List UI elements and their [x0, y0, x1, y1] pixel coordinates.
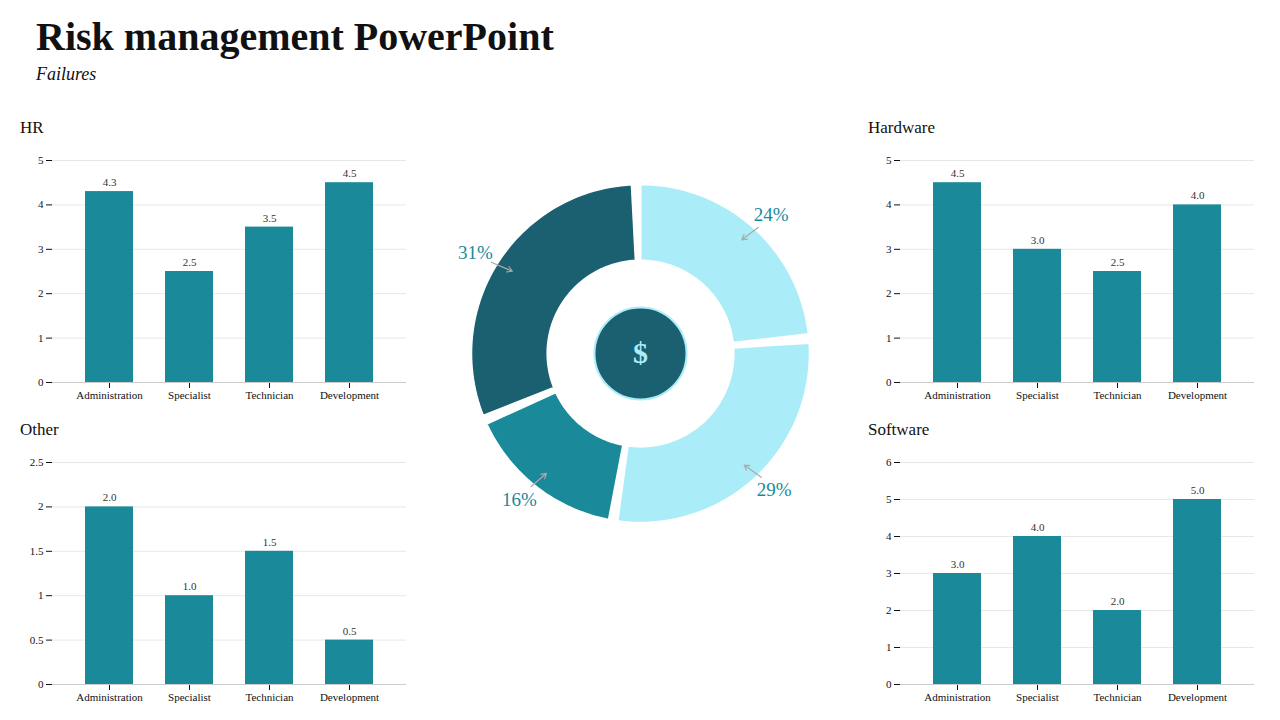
- svg-text:2.0: 2.0: [1111, 595, 1125, 607]
- svg-text:2.5: 2.5: [183, 256, 197, 268]
- svg-text:5: 5: [38, 154, 44, 166]
- svg-text:3: 3: [886, 243, 892, 255]
- svg-text:0.5: 0.5: [343, 625, 357, 637]
- svg-text:24%: 24%: [754, 204, 789, 225]
- svg-text:Technician: Technician: [1093, 691, 1142, 703]
- svg-text:4.0: 4.0: [1031, 521, 1045, 533]
- svg-text:1.5: 1.5: [30, 545, 44, 557]
- svg-text:Administration: Administration: [924, 691, 991, 703]
- svg-text:Technician: Technician: [245, 389, 294, 401]
- html-text:Failures: Failures: [36, 64, 97, 84]
- svg-text:Specialist: Specialist: [1016, 691, 1059, 703]
- svg-text:0: 0: [38, 678, 44, 690]
- svg-text:0: 0: [38, 376, 44, 388]
- svg-text:3.5: 3.5: [263, 212, 277, 224]
- svg-text:Administration: Administration: [924, 389, 991, 401]
- svg-text:2: 2: [38, 500, 44, 512]
- html-text:HR: HR: [20, 118, 44, 137]
- svg-text:Development: Development: [1168, 389, 1227, 401]
- svg-text:Administration: Administration: [76, 389, 143, 401]
- svg-text:4: 4: [38, 198, 44, 210]
- svg-text:3: 3: [886, 567, 892, 579]
- svg-text:Technician: Technician: [1093, 389, 1142, 401]
- svg-text:4.0: 4.0: [1191, 189, 1205, 201]
- svg-text:2: 2: [886, 604, 892, 616]
- svg-text:1.5: 1.5: [263, 536, 277, 548]
- svg-text:0.5: 0.5: [30, 634, 44, 646]
- svg-text:5.0: 5.0: [1191, 484, 1205, 496]
- svg-text:Development: Development: [1168, 691, 1227, 703]
- svg-text:3.0: 3.0: [951, 558, 965, 570]
- svg-text:1.0: 1.0: [183, 580, 197, 592]
- svg-text:4.5: 4.5: [951, 167, 965, 179]
- svg-text:4.5: 4.5: [343, 167, 357, 179]
- svg-text:1: 1: [38, 332, 44, 344]
- html-text:Risk management PowerPoint: Risk management PowerPoint: [36, 14, 554, 59]
- svg-text:6: 6: [886, 456, 892, 468]
- svg-text:31%: 31%: [458, 242, 493, 263]
- svg-text:Specialist: Specialist: [1016, 389, 1059, 401]
- svg-text:0: 0: [886, 376, 892, 388]
- svg-text:2: 2: [886, 287, 892, 299]
- svg-text:16%: 16%: [502, 489, 537, 510]
- svg-text:4: 4: [886, 530, 892, 542]
- html-text:Other: Other: [20, 420, 59, 439]
- html-text:Software: Software: [868, 420, 930, 439]
- svg-text:2.5: 2.5: [1111, 256, 1125, 268]
- svg-text:Administration: Administration: [76, 691, 143, 703]
- svg-text:1: 1: [38, 589, 44, 601]
- svg-text:Specialist: Specialist: [168, 691, 211, 703]
- svg-text:Development: Development: [320, 691, 379, 703]
- svg-text:2.5: 2.5: [30, 456, 44, 468]
- svg-text:2.0: 2.0: [103, 491, 117, 503]
- svg-text:4.3: 4.3: [103, 176, 117, 188]
- svg-text:0: 0: [886, 678, 892, 690]
- html-text:Hardware: Hardware: [868, 118, 935, 137]
- svg-text:3: 3: [38, 243, 44, 255]
- svg-text:Specialist: Specialist: [168, 389, 211, 401]
- svg-text:5: 5: [886, 154, 892, 166]
- svg-text:5: 5: [886, 493, 892, 505]
- svg-text:Development: Development: [320, 389, 379, 401]
- svg-text:Technician: Technician: [245, 691, 294, 703]
- svg-text:$: $: [633, 336, 648, 369]
- svg-text:2: 2: [38, 287, 44, 299]
- svg-text:1: 1: [886, 641, 892, 653]
- svg-text:3.0: 3.0: [1031, 234, 1045, 246]
- svg-text:4: 4: [886, 198, 892, 210]
- svg-text:29%: 29%: [757, 479, 792, 500]
- svg-text:1: 1: [886, 332, 892, 344]
